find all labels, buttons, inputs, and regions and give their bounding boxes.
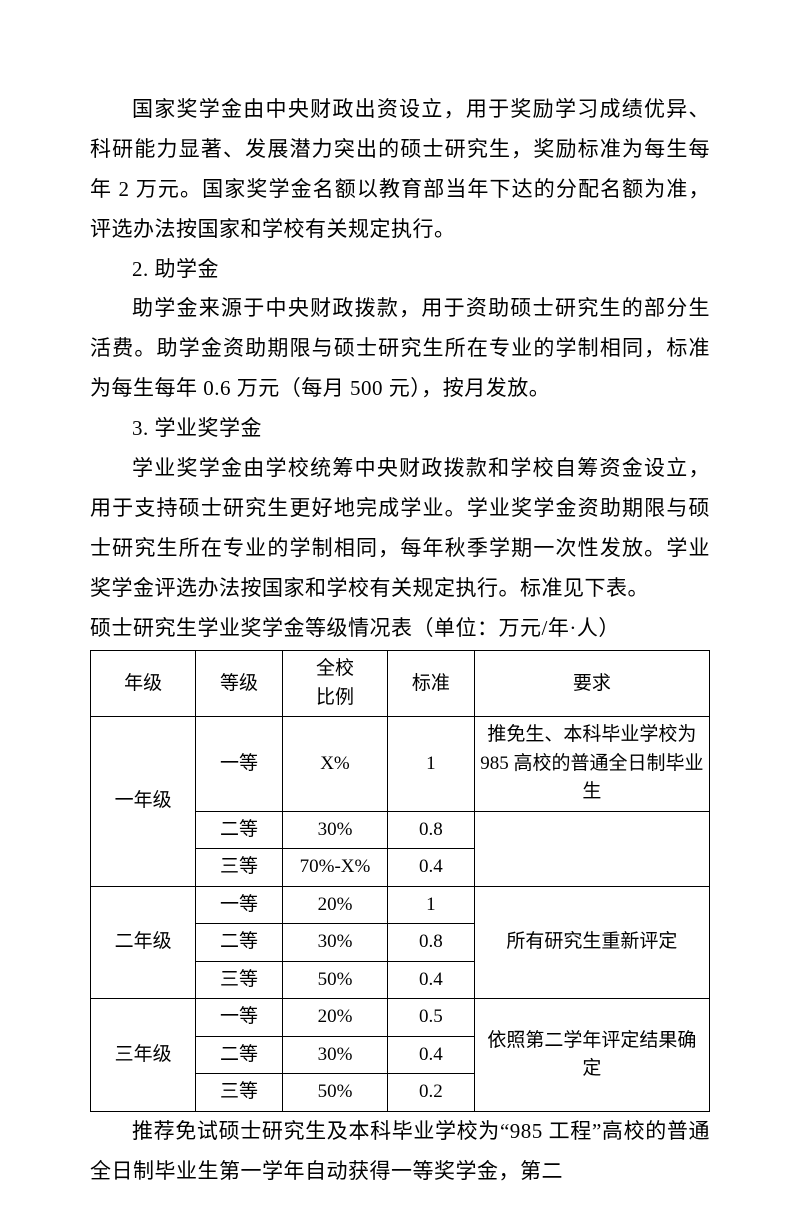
cell-level: 三等 <box>196 1074 283 1112</box>
cell-level: 一等 <box>196 999 283 1037</box>
th-level: 等级 <box>196 651 283 717</box>
cell-standard: 1 <box>388 886 475 924</box>
heading-academic-scholarship: 3. 学业奖学金 <box>90 409 710 449</box>
cell-year3: 三年级 <box>91 999 196 1112</box>
cell-requirement-empty <box>474 811 709 886</box>
cell-ratio: 20% <box>282 886 387 924</box>
cell-level: 二等 <box>196 1036 283 1074</box>
cell-standard: 0.8 <box>388 811 475 849</box>
document-page: 国家奖学金由中央财政出资设立，用于奖励学习成绩优异、科研能力显著、发展潜力突出的… <box>0 0 800 1232</box>
cell-requirement: 推免生、本科毕业学校为 985 高校的普通全日制毕业生 <box>474 717 709 812</box>
table-row: 二年级 一等 20% 1 所有研究生重新评定 <box>91 886 710 924</box>
table-row: 三年级 一等 20% 0.5 依照第二学年评定结果确定 <box>91 999 710 1037</box>
cell-level: 二等 <box>196 924 283 962</box>
cell-level: 一等 <box>196 717 283 812</box>
cell-ratio: 20% <box>282 999 387 1037</box>
cell-ratio: 30% <box>282 1036 387 1074</box>
paragraph-footer: 推荐免试硕士研究生及本科毕业学校为“985 工程”高校的普通全日制毕业生第一学年… <box>90 1112 710 1192</box>
paragraph-national-scholarship: 国家奖学金由中央财政出资设立，用于奖励学习成绩优异、科研能力显著、发展潜力突出的… <box>90 90 710 250</box>
table-header-row: 年级 等级 全校比例 标准 要求 <box>91 651 710 717</box>
th-standard: 标准 <box>388 651 475 717</box>
cell-year2: 二年级 <box>91 886 196 999</box>
cell-standard: 0.2 <box>388 1074 475 1112</box>
cell-level: 三等 <box>196 961 283 999</box>
paragraph-stipend: 助学金来源于中央财政拨款，用于资助硕士研究生的部分生活费。助学金资助期限与硕士研… <box>90 289 710 409</box>
cell-ratio: 30% <box>282 811 387 849</box>
table-title: 硕士研究生学业奖学金等级情况表（单位：万元/年·人） <box>90 609 710 649</box>
table-row: 一年级 一等 X% 1 推免生、本科毕业学校为 985 高校的普通全日制毕业生 <box>91 717 710 812</box>
cell-requirement: 所有研究生重新评定 <box>474 886 709 999</box>
cell-ratio: 30% <box>282 924 387 962</box>
cell-requirement: 依照第二学年评定结果确定 <box>474 999 709 1112</box>
th-requirement: 要求 <box>474 651 709 717</box>
cell-level: 二等 <box>196 811 283 849</box>
cell-year1: 一年级 <box>91 717 196 887</box>
cell-standard: 0.4 <box>388 849 475 887</box>
scholarship-table: 年级 等级 全校比例 标准 要求 一年级 一等 X% 1 推免生、本科毕业学校为… <box>90 650 710 1112</box>
cell-standard: 0.5 <box>388 999 475 1037</box>
cell-ratio: 70%-X% <box>282 849 387 887</box>
th-ratio: 全校比例 <box>282 651 387 717</box>
cell-standard: 0.8 <box>388 924 475 962</box>
cell-level: 一等 <box>196 886 283 924</box>
heading-stipend: 2. 助学金 <box>90 250 710 290</box>
cell-standard: 0.4 <box>388 961 475 999</box>
paragraph-academic-scholarship: 学业奖学金由学校统筹中央财政拨款和学校自筹资金设立，用于支持硕士研究生更好地完成… <box>90 449 710 609</box>
cell-ratio: X% <box>282 717 387 812</box>
cell-standard: 1 <box>388 717 475 812</box>
th-grade: 年级 <box>91 651 196 717</box>
cell-ratio: 50% <box>282 961 387 999</box>
cell-level: 三等 <box>196 849 283 887</box>
cell-ratio: 50% <box>282 1074 387 1112</box>
cell-standard: 0.4 <box>388 1036 475 1074</box>
